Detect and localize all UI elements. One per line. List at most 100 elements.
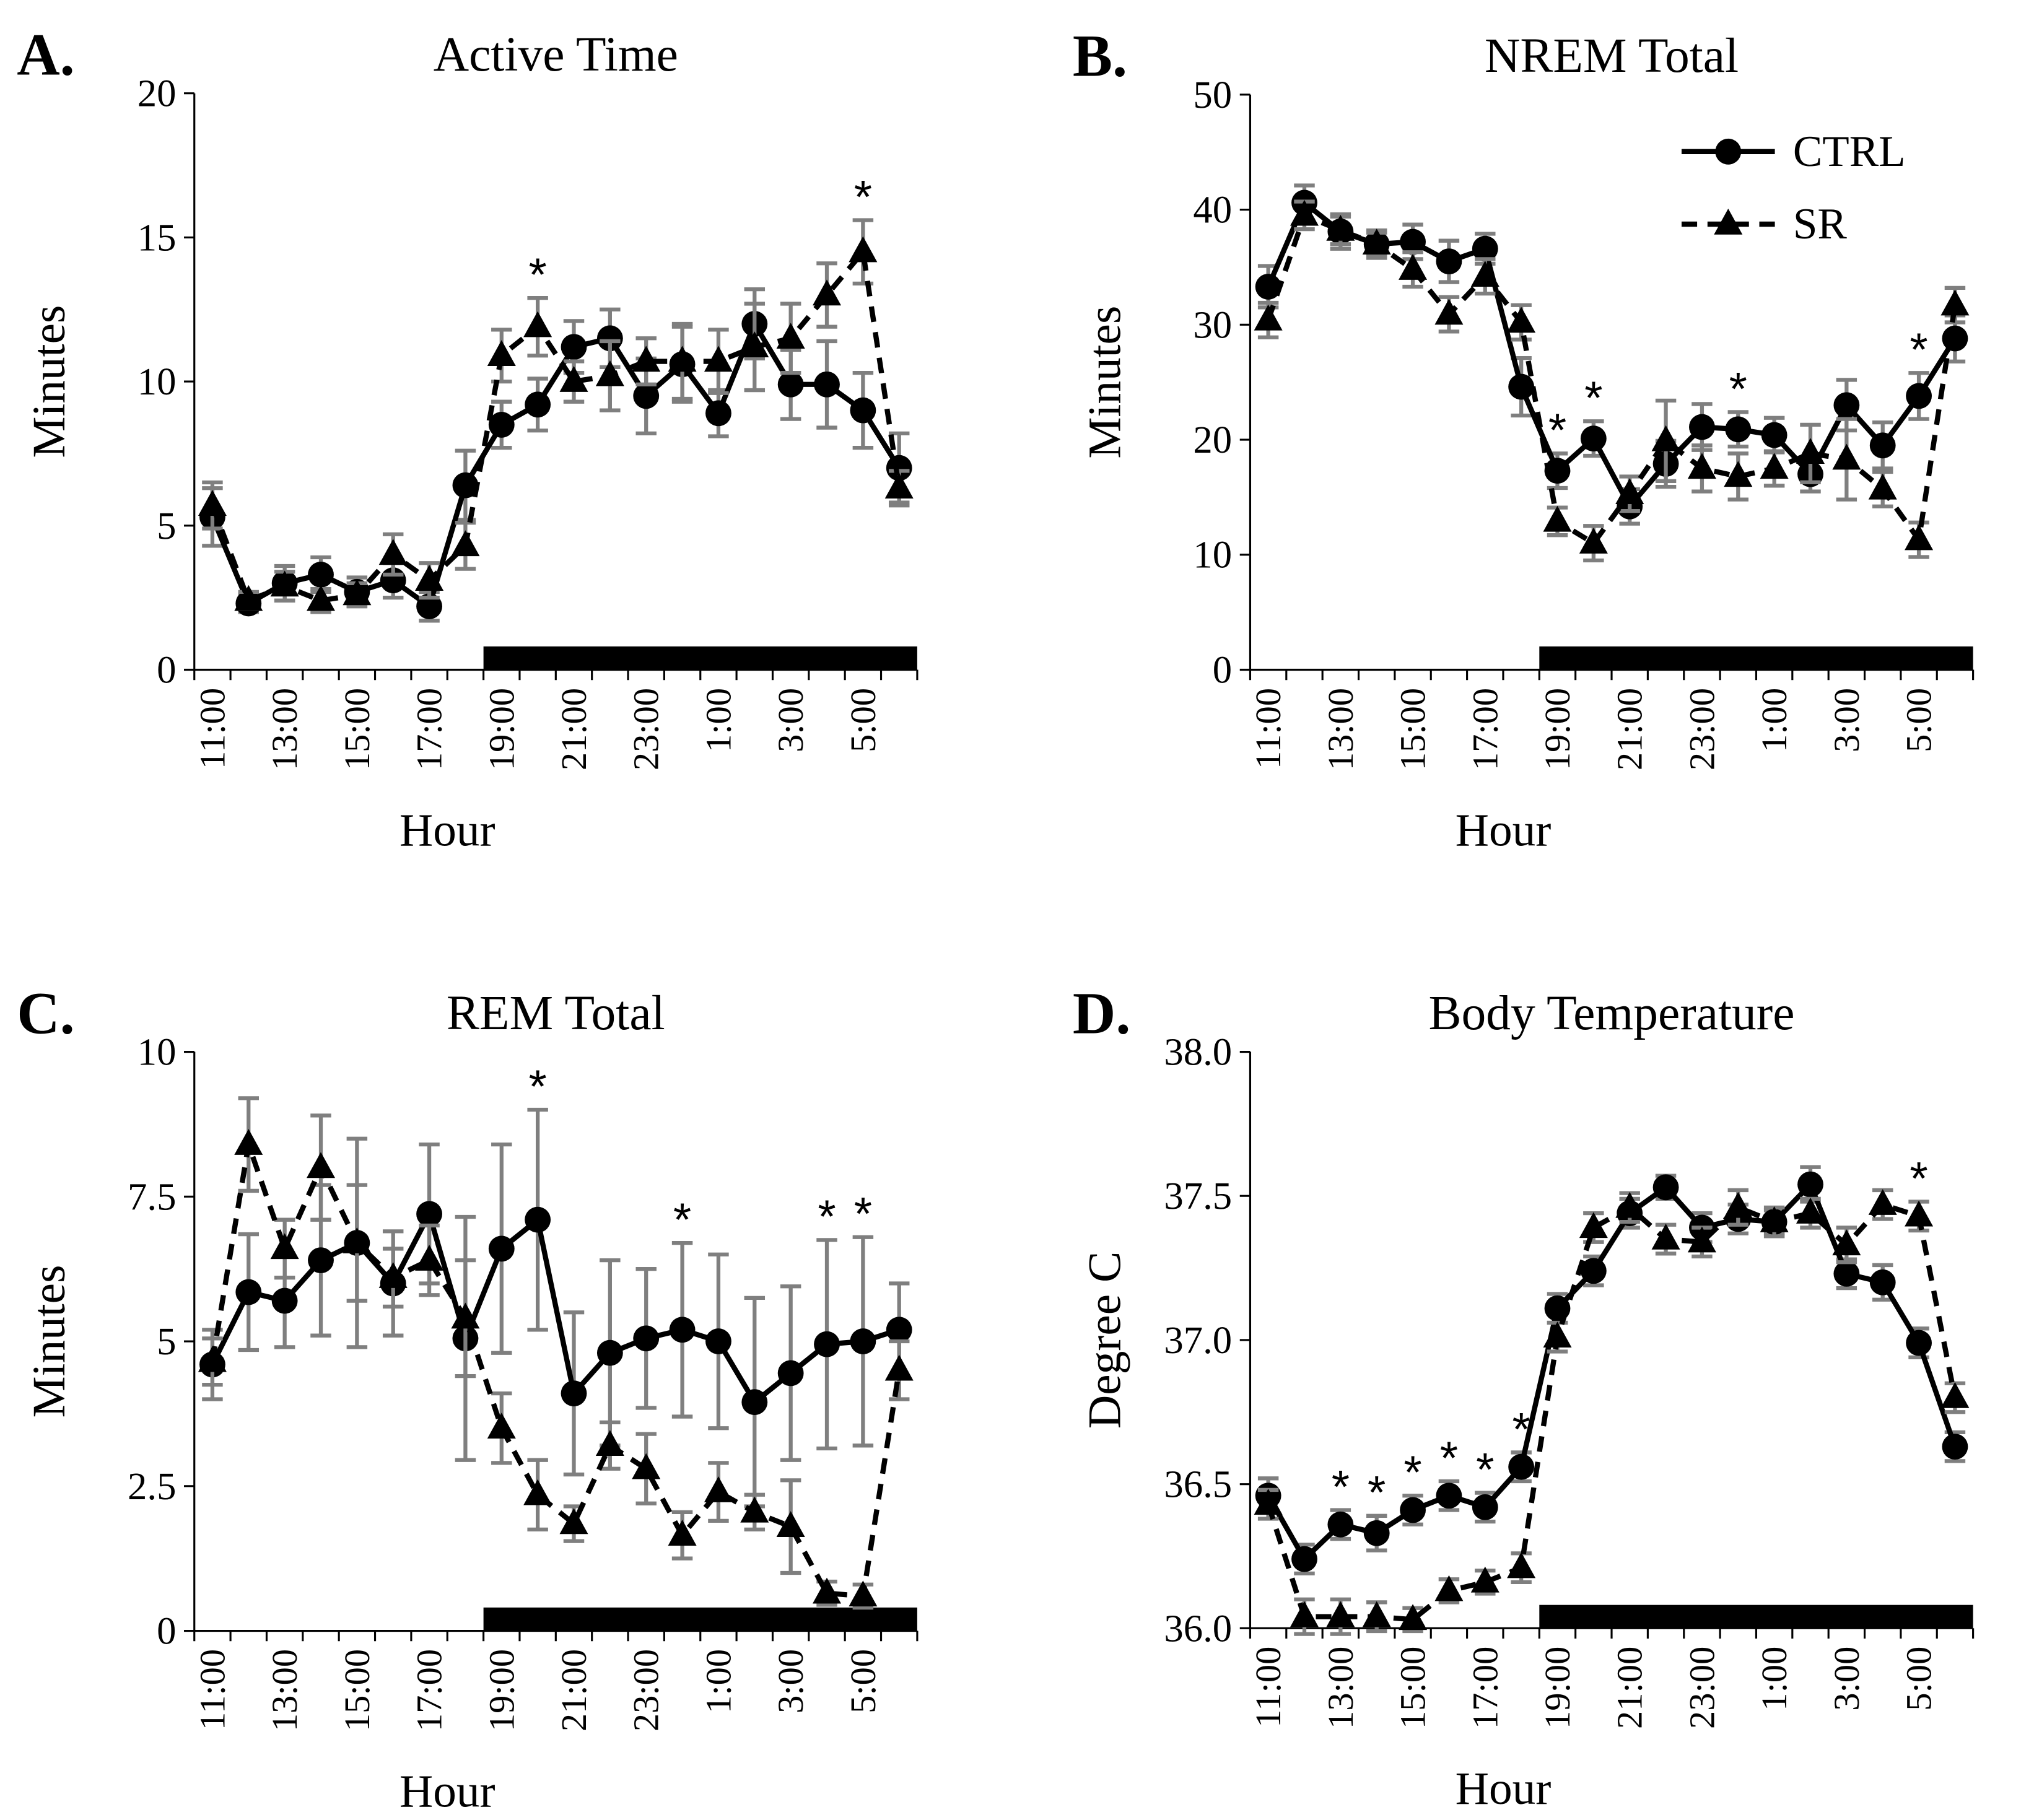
y-axis-label: Minutes — [24, 1265, 75, 1418]
marker — [451, 1302, 480, 1329]
y-tick-label: 10 — [137, 360, 177, 403]
marker — [306, 585, 336, 611]
marker — [596, 325, 623, 352]
marker — [1942, 1434, 1968, 1460]
marker — [1291, 1546, 1317, 1572]
marker — [668, 346, 697, 372]
x-tick-label: 11:00 — [1248, 688, 1288, 769]
marker — [741, 1389, 768, 1416]
y-tick-label: 7.5 — [128, 1175, 176, 1218]
marker — [198, 490, 227, 516]
x-tick-label: 17:00 — [1465, 688, 1505, 770]
y-tick-label: 5 — [157, 504, 176, 547]
marker — [1905, 1200, 1934, 1227]
marker — [561, 1380, 587, 1407]
marker — [1868, 473, 1897, 500]
x-tick-label: 5:00 — [843, 688, 883, 752]
marker — [487, 340, 516, 366]
marker — [1687, 1226, 1716, 1253]
significance-mark: * — [1910, 324, 1927, 376]
marker — [1761, 422, 1787, 448]
marker — [1400, 1497, 1426, 1523]
marker — [1326, 1601, 1355, 1627]
x-tick-label: 13:00 — [1320, 1647, 1361, 1729]
y-tick-label: 37.0 — [1164, 1318, 1232, 1362]
x-tick-label: 11:00 — [192, 688, 232, 769]
marker — [1362, 1601, 1391, 1627]
x-tick-label: 1:00 — [1754, 1647, 1794, 1711]
marker — [523, 311, 552, 337]
marker — [669, 1317, 696, 1343]
marker — [1833, 392, 1860, 419]
significance-mark: * — [1403, 1447, 1421, 1499]
marker — [812, 279, 842, 306]
significance-mark: * — [673, 1193, 691, 1245]
marker — [308, 561, 334, 588]
marker — [886, 1317, 912, 1343]
marker — [1470, 1566, 1499, 1593]
x-tick-label: 15:00 — [1393, 1647, 1433, 1729]
marker — [849, 1580, 878, 1607]
dark-period-bar — [1539, 646, 1973, 670]
marker — [633, 1325, 660, 1352]
marker — [1399, 254, 1428, 280]
marker — [1543, 1321, 1572, 1348]
marker — [487, 1413, 516, 1439]
marker — [884, 472, 914, 499]
marker — [308, 1247, 334, 1274]
significance-mark: * — [854, 1188, 872, 1240]
marker — [1906, 383, 1932, 409]
marker — [525, 1206, 551, 1233]
marker — [632, 1453, 661, 1479]
marker — [596, 1339, 623, 1366]
x-tick-label: 3:00 — [770, 1649, 811, 1713]
marker — [1436, 248, 1462, 275]
legend-label: CTRL — [1793, 128, 1906, 176]
significance-mark: * — [1548, 404, 1566, 456]
marker — [1906, 1330, 1932, 1356]
y-tick-label: 10 — [137, 1030, 177, 1074]
legend-marker — [1715, 138, 1742, 165]
marker — [559, 1508, 588, 1535]
marker — [452, 472, 479, 499]
significance-mark: * — [854, 171, 872, 223]
marker — [1832, 1229, 1861, 1256]
x-tick-label: 13:00 — [1320, 688, 1361, 770]
marker — [271, 1287, 298, 1314]
marker — [1869, 1269, 1896, 1295]
marker — [451, 530, 480, 557]
marker — [740, 331, 769, 357]
x-axis-label: Hour — [399, 1766, 495, 1817]
marker — [849, 236, 878, 263]
significance-mark: * — [818, 1191, 836, 1243]
marker — [1362, 229, 1391, 255]
y-tick-label: 0 — [157, 1609, 176, 1653]
x-tick-label: 13:00 — [264, 688, 305, 770]
marker — [1833, 1260, 1860, 1287]
legend-label: SR — [1793, 200, 1848, 248]
marker — [1508, 1453, 1535, 1480]
marker — [777, 1360, 804, 1387]
marker — [1434, 298, 1464, 325]
marker — [1580, 1258, 1607, 1284]
y-tick-label: 50 — [1193, 73, 1232, 116]
y-tick-label: 38.0 — [1164, 1030, 1232, 1074]
x-tick-label: 15:00 — [337, 688, 377, 770]
panel-label: C. — [17, 980, 75, 1046]
significance-mark: * — [528, 1060, 546, 1112]
marker — [1543, 505, 1572, 532]
marker — [1327, 1511, 1354, 1538]
y-axis-label: Degree C — [1080, 1252, 1131, 1429]
marker — [850, 397, 876, 424]
marker — [1615, 1191, 1644, 1218]
marker — [1436, 1483, 1462, 1509]
marker — [1832, 443, 1861, 470]
marker — [1254, 1489, 1283, 1515]
x-tick-label: 1:00 — [698, 1649, 738, 1713]
significance-mark: * — [1332, 1461, 1350, 1513]
marker — [525, 391, 551, 418]
marker — [814, 1331, 840, 1357]
x-tick-label: 23:00 — [1682, 1647, 1722, 1729]
marker — [1254, 304, 1283, 331]
marker — [1615, 478, 1644, 505]
